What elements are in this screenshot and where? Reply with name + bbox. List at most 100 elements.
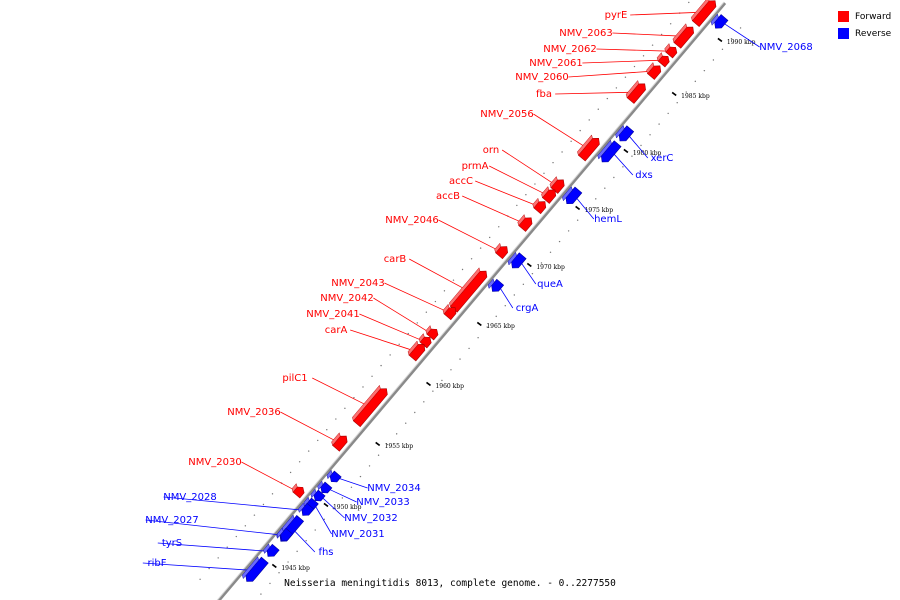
track-dot: [441, 379, 443, 382]
gene-label-NMV_2061: NMV_2061: [529, 58, 582, 69]
genome-caption: Neisseria meningitidis 8013, complete ge…: [284, 578, 616, 589]
track-dot: [443, 290, 446, 292]
tick-mark: [671, 91, 677, 97]
gene-top-face: [298, 502, 305, 513]
gene-top-face: [352, 384, 381, 422]
gene-body: [618, 125, 635, 142]
gene-top-face: [656, 52, 663, 62]
track-dot: [395, 433, 398, 435]
track-dot: [253, 514, 256, 516]
track-dot: [685, 91, 687, 93]
gene-NMV_2042: [425, 325, 439, 341]
gene-top-face: [615, 124, 625, 139]
track-dot: [425, 311, 428, 313]
track-dot: [588, 119, 590, 121]
forward-swatch: [838, 11, 849, 22]
track-dot: [362, 386, 364, 388]
track-dot: [543, 172, 545, 175]
gene-body: [320, 481, 333, 494]
track-dot: [353, 396, 355, 399]
gene-label-NMV_2032: NMV_2032: [344, 513, 397, 524]
gene-body: [511, 252, 527, 269]
gene-top-face: [691, 0, 710, 22]
gene-prmA: [541, 186, 557, 204]
track-dot: [579, 129, 581, 132]
track-dot: [624, 76, 627, 78]
gene-top-face: [532, 197, 540, 209]
track-dot: [350, 486, 353, 488]
track-dot: [567, 230, 570, 232]
tick-label: 1965 kbp: [486, 323, 515, 330]
track-dot: [432, 390, 434, 392]
gene-accC: [532, 197, 547, 215]
gene-top-face: [664, 43, 671, 53]
gene-top-face: [625, 80, 639, 99]
track-dot: [305, 539, 307, 542]
gene-NMV_2043: [442, 303, 457, 321]
tick-2: 1955 kbp: [375, 441, 413, 450]
leader-fba: [555, 91, 635, 95]
leader-NMV_2060: [568, 70, 653, 78]
leader-tyrS: [157, 542, 275, 553]
legend-forward-label: Forward: [855, 11, 892, 22]
track-dot: [613, 176, 615, 179]
track-dot: [633, 65, 636, 68]
gene-body: [301, 502, 315, 516]
track-dot: [389, 354, 391, 356]
gene-label-carA: carA: [325, 325, 348, 336]
track-dot: [522, 283, 525, 286]
track-dot: [298, 461, 301, 463]
gene-body: [329, 470, 342, 483]
gene-label-fba: fba: [536, 89, 552, 100]
gene-tyrS: [263, 543, 280, 557]
gene-NMV_2033: [317, 480, 333, 494]
gene-label-NMV_2056: NMV_2056: [480, 109, 533, 120]
tick-mark: [476, 321, 482, 327]
track-dot: [398, 343, 400, 345]
track-dot: [703, 69, 706, 72]
gene-NMV_2030: [291, 483, 305, 499]
gene-label-NMV_2030: NMV_2030: [188, 457, 241, 468]
gene-body: [491, 278, 505, 292]
gene-label-NMV_2027: NMV_2027: [145, 515, 198, 526]
track-dot: [622, 166, 624, 168]
track-dot: [504, 304, 506, 307]
reverse-swatch: [838, 28, 849, 39]
gene-top-face: [672, 23, 688, 43]
track-dot: [604, 187, 606, 189]
gene-dxs: [597, 139, 622, 163]
leader-NMV_2031: [314, 504, 332, 535]
gene-label-NMV_2046: NMV_2046: [385, 215, 438, 226]
track-dot: [468, 347, 470, 350]
gene-top-face: [597, 139, 612, 160]
gene-label-NMV_2031: NMV_2031: [331, 529, 384, 540]
gene-label-NMV_2033: NMV_2033: [356, 497, 409, 508]
gene-NMV_2056: [577, 134, 600, 162]
track-dot: [576, 219, 579, 221]
tick-4: 1965 kbp: [476, 321, 515, 330]
gene-hemL: [562, 186, 583, 204]
leader-crgA: [499, 286, 514, 309]
leader-NMV_2063: [612, 32, 683, 37]
track-dot: [549, 251, 552, 253]
leader-NMV_2042: [373, 297, 431, 334]
gene-body: [280, 527, 294, 541]
tick-marks: 1945 kbp 1950 kbp 1955 kbp 1960 kbp 1965 kbp…: [271, 37, 756, 572]
track-dot: [486, 326, 488, 328]
track-dot: [688, 1, 690, 4]
gene-label-NMV_2063: NMV_2063: [559, 28, 612, 39]
gene-label-NMV_2068: NMV_2068: [759, 42, 812, 53]
gene-label-ribF: ribF: [148, 558, 167, 569]
track-dot: [615, 87, 618, 89]
gene-top-face: [425, 325, 432, 335]
track-dot: [721, 48, 724, 51]
leader-ribF: [142, 562, 259, 572]
gene-NMV_2061: [656, 52, 670, 68]
gene-carA: [407, 340, 426, 362]
genome-backbone-highlight: [216, 1, 725, 600]
track-dot: [296, 550, 298, 553]
leader-NMV_2068: [722, 22, 760, 48]
strand-legend: Forward Reverse: [838, 8, 891, 42]
gene-label-accC: accC: [449, 176, 473, 187]
gene-label-NMV_2043: NMV_2043: [331, 278, 384, 289]
